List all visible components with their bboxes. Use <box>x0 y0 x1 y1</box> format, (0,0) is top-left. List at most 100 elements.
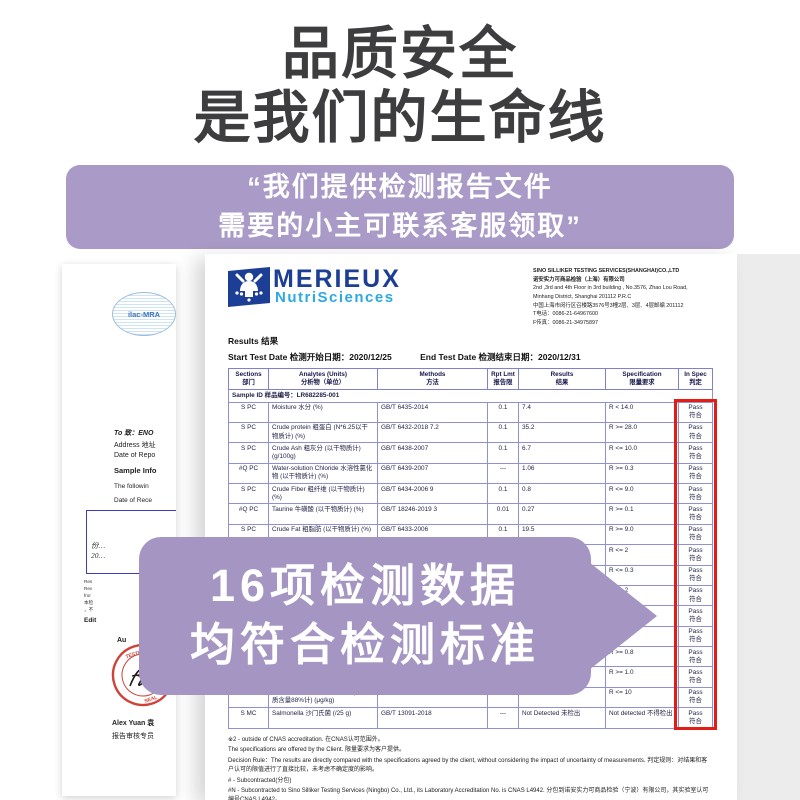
lab-address-line: T电话：0086-21-64967600 <box>533 311 599 318</box>
col-analytes: Analytes (Units) 分析物（单位） <box>268 367 378 391</box>
cell-in-spec: Pass 符合 <box>678 707 713 729</box>
lab-address-line: 中国上海市闵行区召楼路3576号3幢2层、3层、4层邮编 201112 <box>533 302 684 309</box>
footnote-line: Decision Rule：The results are directly c… <box>228 758 708 773</box>
cell-in-spec: Pass 符合 <box>678 605 713 627</box>
page-title-line1: 品质安全 <box>282 22 518 86</box>
quote-line1: “我们提供检测报告文件 <box>247 172 553 203</box>
footnote-line: #N - Subcontracted to Sino Silliker Test… <box>228 788 709 800</box>
table-row: S PC Crude Ash 粗灰分 (以干物质计) (g/100g) GB/T 6… <box>228 442 713 464</box>
cell-in-spec: Pass 符合 <box>678 483 713 505</box>
cell-in-spec: Pass 符合 <box>678 686 713 709</box>
cell-method: GB/T 6434-2006 9 <box>377 483 488 505</box>
cell-spec: R <= 9.0 <box>605 483 679 505</box>
end-test-date: End Test Date 检测结束日期：2020/12/31 <box>420 352 581 362</box>
cell-result: Not Detected 未检出 <box>518 707 606 729</box>
authorized-by-line: Au <box>117 637 127 645</box>
lab-address-line: 诺安实力可商品检验（上海）有限公司 <box>533 276 625 283</box>
background-gray-panel <box>737 254 800 800</box>
left-page-text-fragments: To 致：ENO Address 地址 Date of Repo Sample … <box>62 428 176 504</box>
cell-analyte: Water-solution Chloride 水溶性氯化物 (以干物质计) (… <box>268 462 378 485</box>
table-row: S PC Moisture 水分 (%) GB/T 6435-2014 0.1 7.4 R… <box>228 401 713 423</box>
cell-spec: Not detected 不得检出 <box>605 707 679 729</box>
footnote-line: # - Subcontracted(分包) <box>228 777 292 784</box>
sample-id-value: Sample ID 样品编号：LR682285-001 <box>228 389 713 403</box>
date-of-report-line: Date of Repo <box>114 452 156 459</box>
cell-rpt-lmt: --- <box>487 462 519 485</box>
cell-method: GB/T 6438-2007 <box>377 442 488 464</box>
cell-method: GB/T 13091-2018 <box>377 707 488 729</box>
left-page-fineprint: Res Rev fror 本检 ，不 <box>84 579 176 613</box>
the-following-line: The followin <box>114 483 149 490</box>
table-row: S PC Crude Fiber 粗纤维 (以干物质计) (%) GB/T 6434… <box>228 483 713 505</box>
lab-address-line: F传真：0086-21-34975897 <box>533 319 599 326</box>
cell-rpt-lmt: 0.01 <box>487 503 519 525</box>
start-test-date: Start Test Date 检测开始日期：2020/12/25 <box>228 352 392 362</box>
sample-desc-line1: 份… <box>91 541 106 550</box>
cell-method: GB/T 18246-2019 3 <box>377 503 488 525</box>
col-results: Results 结果 <box>518 367 606 391</box>
results-section-label: Results 结果 <box>228 336 279 346</box>
cell-in-spec: Pass 符合 <box>678 442 713 464</box>
col-specification: Specification 限量要求 <box>605 367 679 391</box>
edited-by-line: Edit <box>84 617 97 625</box>
callout-bubble: 16项检测数据 均符合检测标准 <box>139 536 657 696</box>
cell-analyte: Crude protein 粗蛋白 (N*6.25以干物质计) (%) <box>268 421 378 444</box>
cell-rpt-lmt: 0.1 <box>487 401 519 423</box>
cell-rpt-lmt: 0.1 <box>487 442 519 464</box>
reviewer-title: 报告审核专员 <box>112 733 154 740</box>
cell-in-spec: Pass 符合 <box>678 523 713 546</box>
cell-spec: R >= 0.1 <box>605 503 679 525</box>
brand-name: MERIEUX <box>273 265 401 293</box>
cell-result: 7.4 <box>518 401 606 423</box>
fineprint-line: ，不 <box>84 606 94 612</box>
cell-method: GB/T 6435-2014 <box>377 401 488 423</box>
cell-in-spec: Pass 符合 <box>678 646 713 668</box>
cell-in-spec: Pass 符合 <box>678 421 713 444</box>
table-row: S PC Crude protein 粗蛋白 (N*6.25以干物质计) (%) G… <box>228 421 713 444</box>
certificate-main-page: MERIEUX NutriSciences SINO SILLIKER TEST… <box>205 254 737 800</box>
cell-in-spec: Pass 符合 <box>678 564 713 586</box>
sample-id-row: Sample ID 样品编号：LR682285-001 <box>228 389 713 403</box>
date-of-receipt-line: Date of Rece <box>114 497 152 504</box>
cell-method: GB/T 6439-2007 <box>377 462 488 485</box>
cell-rpt-lmt: --- <box>487 707 519 729</box>
page-title-line2: 是我们的生命线 <box>193 86 607 151</box>
cell-analyte: Moisture 水分 (%) <box>268 401 378 423</box>
lab-address-block: SINO SILLIKER TESTING SERVICES(SHANGHAI)… <box>533 267 737 327</box>
lab-header: MERIEUX NutriSciences SINO SILLIKER TEST… <box>228 265 715 326</box>
cell-result: 1.06 <box>518 462 606 485</box>
cell-method: GB/T 6432-2018 7.2 <box>377 421 488 444</box>
table-header-row: Sections 部门 Analytes (Units) 分析物（单位） Met… <box>228 367 713 391</box>
cell-rpt-lmt: 0.1 <box>487 421 519 444</box>
cell-in-spec: Pass 符合 <box>678 666 713 688</box>
cell-in-spec: Pass 符合 <box>678 401 713 423</box>
lab-address-line: SINO SILLIKER TESTING SERVICES(SHANGHAI)… <box>533 268 680 274</box>
cell-spec: R >= 0.3 <box>605 462 679 485</box>
to-line: To 致：ENO <box>114 430 154 437</box>
fineprint-line: 本检 <box>84 599 94 605</box>
fineprint-line: Rev <box>84 585 93 591</box>
certificate-back-page: ilac-MRA To 致：ENO Address 地址 Date of Rep… <box>62 264 176 796</box>
cell-spec: R <= 10 <box>605 686 679 709</box>
ilac-mra-logo: ilac-MRA <box>112 292 176 336</box>
fineprint-line: fror <box>84 592 91 598</box>
cell-section: S PC <box>228 483 269 505</box>
quote-banner: “我们提供检测报告文件 需要的小主可联系客服领取” <box>66 164 734 249</box>
footnote-line: The specifications are offered by the Cl… <box>228 747 405 754</box>
table-row: #Q PC Water-solution Chloride 水溶性氯化物 (以干物… <box>228 462 713 485</box>
ilac-mra-label: ilac-MRA <box>127 309 161 319</box>
cell-section: #Q PC <box>228 462 269 485</box>
cell-result: 0.8 <box>518 483 606 505</box>
cell-section: S PC <box>228 421 269 444</box>
brand-subname: NutriSciences <box>275 289 395 306</box>
cell-analyte: Salmonella 沙门氏菌 (/25 g) <box>268 707 378 729</box>
cell-result: 0.27 <box>518 503 606 525</box>
col-in-spec: In Spec 判定 <box>678 367 713 391</box>
test-dates-line: Start Test Date 检测开始日期：2020/12/25 End Te… <box>228 351 715 363</box>
footnote-line: ※2 - outside of CNAS accreditation. 在CNA… <box>228 736 384 743</box>
cell-in-spec: Pass 符合 <box>678 584 713 607</box>
report-reviewer-block: Alex Yuan 袁 报告审核专员 <box>112 718 154 741</box>
reviewer-name: Alex Yuan 袁 <box>112 720 155 727</box>
cell-result: 35.2 <box>518 421 606 444</box>
